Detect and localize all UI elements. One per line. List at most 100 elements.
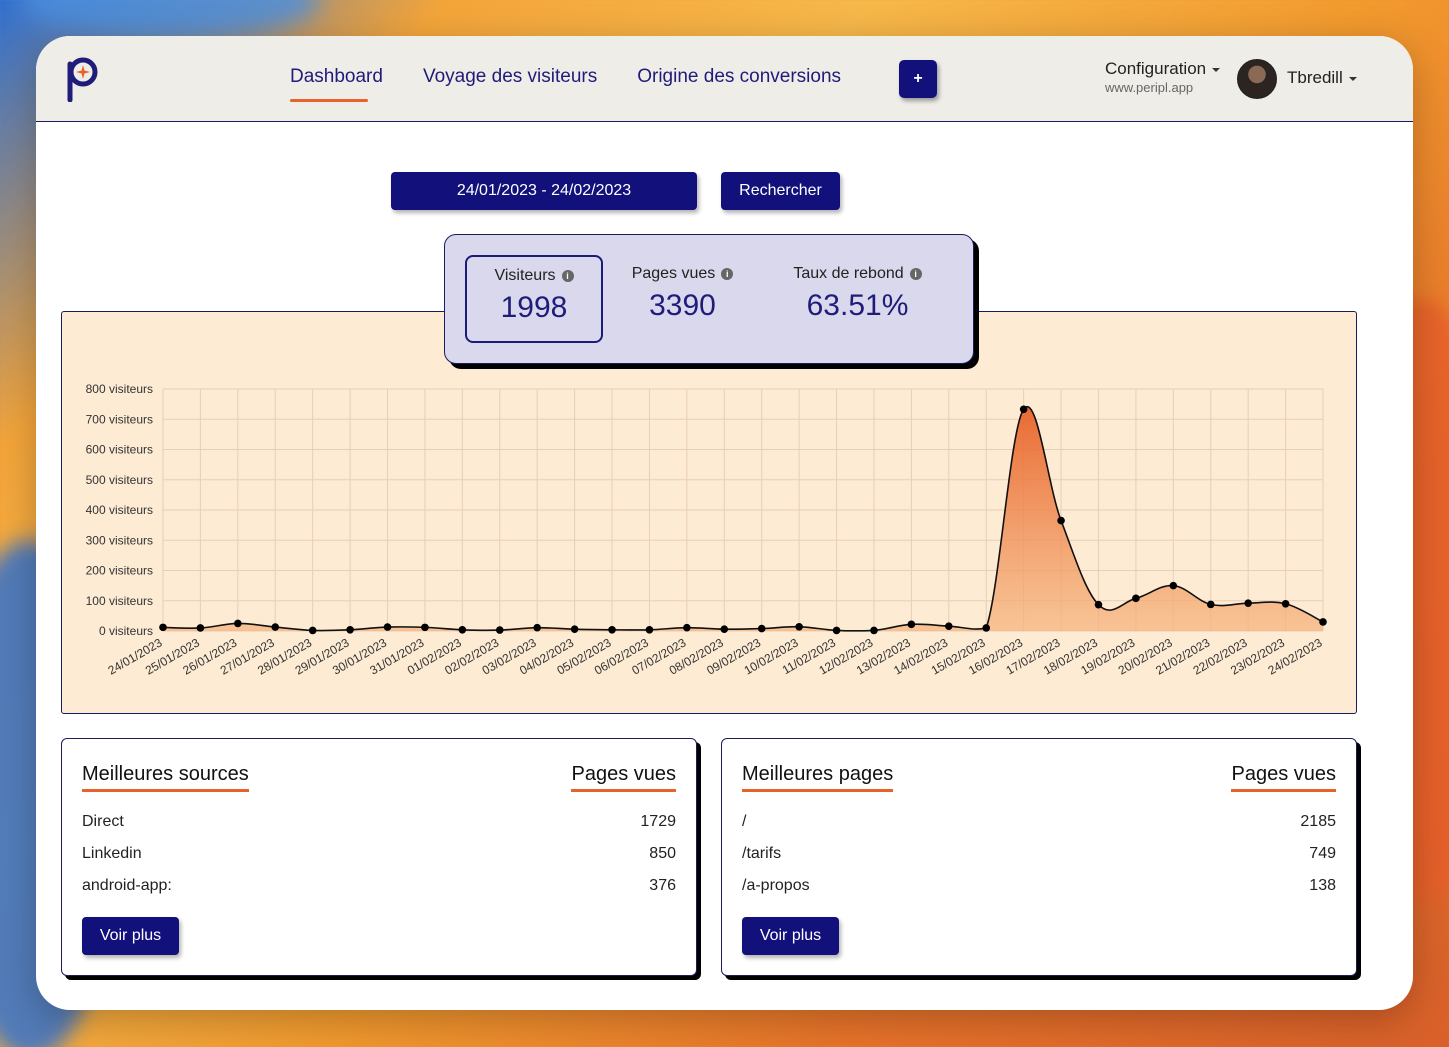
data-point [1244,599,1252,607]
y-tick-label: 500 visiteurs [86,473,153,487]
stat-pageviews-label: Pages vues [631,265,716,282]
nav-dashboard[interactable]: Dashboard [290,66,383,102]
wallpaper-shape [20,0,320,40]
page-name: /a-propos [742,877,810,894]
top-pages-column: Pages vues [1231,763,1336,792]
data-point [1169,581,1178,590]
list-item: /tarifs 749 [742,845,1336,877]
page-value: 749 [1309,845,1336,862]
y-tick-label: 800 visiteurs [86,382,153,396]
info-icon[interactable]: i [721,268,734,280]
page-value: 2185 [1300,813,1336,830]
stats-summary: Visiteurs i 1998 Pages vues i 3390 Taux de… [444,234,974,364]
avatar[interactable] [1237,59,1277,99]
data-point [645,625,654,634]
info-icon[interactable]: i [909,268,922,280]
y-tick-label: 300 visiteurs [86,533,153,547]
periplus-logo-icon[interactable] [66,56,102,102]
data-point [1132,594,1140,603]
sources-more-button[interactable]: Voir plus [82,917,179,955]
y-tick-label: 0 visiteurs [99,624,153,638]
data-point [570,625,579,633]
info-icon[interactable]: i [561,270,574,282]
list-item: android-app: 376 [82,877,676,909]
add-button[interactable]: + [899,60,937,98]
data-point [608,625,616,634]
pages-more-button[interactable]: Voir plus [742,917,839,955]
site-url: www.peripl.app [1105,80,1194,95]
stat-visitors-value: 1998 [500,291,568,324]
data-point [159,623,167,632]
data-point [720,625,729,633]
user-menu[interactable]: Tbredill [1287,68,1357,88]
main-nav: Dashboard Voyage des visiteurs Origine d… [290,66,842,102]
data-point [495,626,504,634]
data-point [982,624,991,632]
data-point [196,624,205,632]
configuration-dropdown[interactable]: Configuration www.peripl.app [1105,59,1221,95]
data-point [832,626,841,635]
y-tick-label: 400 visiteurs [86,503,153,517]
data-point [383,623,392,631]
top-navbar: Dashboard Voyage des visiteurs Origine d… [36,36,1413,122]
visitors-chart-panel: 0 visiteurs 100 visiteurs 200 visiteurs 300… [61,311,1357,714]
source-value: 376 [649,877,676,894]
top-sources-title: Meilleures sources [82,763,249,792]
page-value: 138 [1309,877,1336,894]
data-point [1319,618,1327,626]
data-point [533,623,541,632]
data-point [346,625,354,634]
data-point [1019,405,1028,414]
top-pages-title: Meilleures pages [742,763,894,792]
data-point [1057,516,1065,525]
visitors-chart: 0 visiteurs 100 visiteurs 200 visiteurs 300… [86,382,1327,678]
data-point [870,626,878,635]
data-point [1206,600,1215,609]
stat-visitors[interactable]: Visiteurs i 1998 [465,255,603,343]
stat-pageviews[interactable]: Pages vues i 3390 [615,255,750,343]
list-item: Linkedin 850 [82,845,676,877]
source-name: Direct [82,813,124,830]
data-point [234,619,242,628]
app-window: Dashboard Voyage des visiteurs Origine d… [36,36,1413,1010]
nav-voyage-visiteurs[interactable]: Voyage des visiteurs [422,66,598,87]
stat-pageviews-value: 3390 [649,289,716,322]
stat-bounce-value: 63.51% [806,289,909,322]
top-pages-card: Meilleures pages Pages vues / 2185 /tarif… [721,738,1357,976]
data-point [1094,600,1103,609]
visitors-area [163,406,1323,631]
data-point [271,623,280,631]
list-item: /a-propos 138 [742,877,1336,909]
y-tick-label: 100 visiteurs [86,594,153,608]
y-tick-label: 200 visiteurs [86,564,153,578]
user-name: Tbredill [1287,68,1343,87]
data-point [683,623,691,632]
chevron-down-icon [1348,76,1357,81]
nav-origine-conversions[interactable]: Origine des conversions [637,66,842,87]
data-point [757,624,766,633]
data-point [795,622,803,631]
source-name: android-app: [82,877,172,894]
page-name: /tarifs [742,845,782,862]
data-point [907,620,916,629]
visitors-line [162,405,1324,632]
data-point [945,622,953,630]
page-name: / [742,813,747,830]
top-sources-card: Meilleures sources Pages vues Direct 1729… [61,738,697,976]
source-value: 1729 [640,813,676,830]
stat-bounce-label: Taux de rebond [793,265,904,282]
data-point [458,625,467,634]
data-point [421,623,429,632]
configuration-label: Configuration [1105,59,1207,78]
list-item: Direct 1729 [82,813,676,845]
stat-bounce-rate[interactable]: Taux de rebond i 63.51% [775,255,940,343]
data-point [1281,599,1290,608]
y-tick-label: 700 visiteurs [86,412,153,426]
date-range-picker[interactable]: 24/01/2023 - 24/02/2023 [391,172,697,210]
y-tick-label: 600 visiteurs [86,443,153,457]
source-name: Linkedin [82,845,142,862]
data-point [308,626,317,635]
stat-visitors-label: Visiteurs [494,267,556,284]
search-button[interactable]: Rechercher [721,172,840,210]
source-value: 850 [649,845,676,862]
